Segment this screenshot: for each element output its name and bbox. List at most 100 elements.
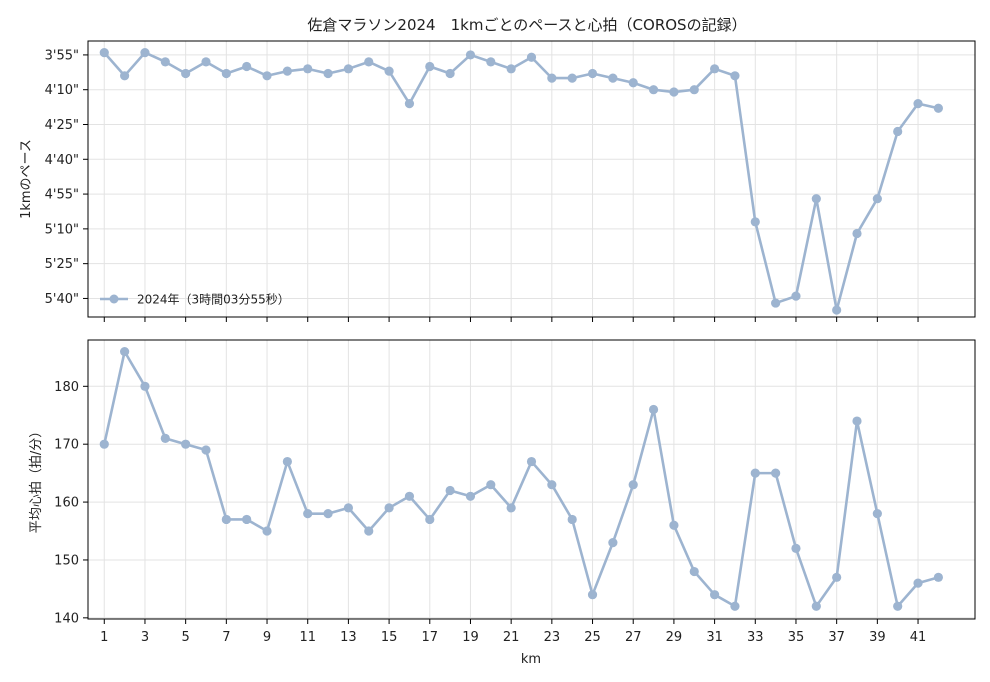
heart-rate-data-point xyxy=(933,572,943,582)
pace-data-point xyxy=(791,291,801,301)
x-tick-label: 35 xyxy=(788,630,805,645)
pace-data-point xyxy=(465,50,476,60)
pace-data-point xyxy=(140,48,150,58)
pace-data-point xyxy=(303,64,313,74)
pace-data-point xyxy=(201,57,211,67)
heart-rate-data-point xyxy=(404,491,415,501)
heart-rate-data-point xyxy=(669,520,679,530)
pace-data-point xyxy=(750,217,760,227)
x-tick-label: 21 xyxy=(503,630,520,645)
heart-rate-data-point xyxy=(689,566,699,577)
x-tick-label: 13 xyxy=(340,630,357,645)
pace-data-point xyxy=(262,71,272,81)
heart-rate-data-point xyxy=(201,445,211,455)
heart-rate-data-point xyxy=(852,416,862,426)
heart-rate-data-point xyxy=(587,590,598,600)
heart-rate-y-tick-label: 170 xyxy=(54,438,79,453)
pace-data-point xyxy=(526,52,537,62)
pace-data-point xyxy=(893,126,903,137)
x-tick-label: 9 xyxy=(263,630,271,645)
x-tick-label: 29 xyxy=(666,630,683,645)
x-tick-label: 19 xyxy=(462,630,479,645)
x-tick-label: 3 xyxy=(141,630,149,645)
pace-chart: 3'55" 4'10" 4'25" 4'40" 4'55" 5'10" 5'25" 5'40"… xyxy=(19,40,976,322)
heart-rate-data-point xyxy=(913,578,923,588)
pace-data-point xyxy=(648,85,659,95)
pace-y-tick-label: 4'55" xyxy=(45,188,79,203)
heart-rate-data-point xyxy=(465,491,476,501)
heart-rate-data-point xyxy=(811,601,821,611)
heart-rate-data-point xyxy=(710,590,720,600)
pace-data-point xyxy=(506,64,516,74)
pace-data-point xyxy=(872,194,882,204)
pace-data-point xyxy=(811,194,821,204)
pace-data-point xyxy=(913,99,923,109)
heart-rate-data-point xyxy=(750,468,760,478)
pace-data-point xyxy=(689,85,699,95)
pace-grid xyxy=(88,41,975,317)
pace-data-point xyxy=(587,68,598,79)
heart-rate-data-point xyxy=(99,439,109,449)
pace-y-tick-label: 4'25" xyxy=(45,118,79,133)
pace-data-point xyxy=(120,71,130,81)
pace-data-point xyxy=(160,57,170,67)
heart-rate-y-axis-label: 平均心拍（拍/分） xyxy=(29,425,44,533)
heart-rate-data-point xyxy=(547,480,557,490)
heart-rate-data-point xyxy=(486,480,496,490)
legend-marker-swatch xyxy=(109,294,119,304)
x-tick-label: 37 xyxy=(828,630,845,645)
heart-rate-data-point xyxy=(608,537,618,548)
pace-plot-frame xyxy=(87,40,976,318)
x-tick-label: 5 xyxy=(182,630,190,645)
pace-y-tick-label: 5'25" xyxy=(45,257,79,272)
heart-rate-data-point xyxy=(221,514,231,525)
pace-data-point xyxy=(425,61,435,72)
pace-data-point xyxy=(99,48,109,58)
x-tick-label: 11 xyxy=(299,630,316,645)
pace-y-tick-label: 5'10" xyxy=(45,222,79,237)
pace-data-point xyxy=(384,66,394,76)
pace-data-point xyxy=(242,61,252,72)
heart-rate-data-point xyxy=(323,509,333,519)
pace-data-point xyxy=(282,66,292,76)
heart-rate-data-point xyxy=(567,514,577,525)
pace-legend: 2024年（3時間03分55秒） xyxy=(100,293,290,307)
heart-rate-y-tick-label: 150 xyxy=(54,553,79,568)
heart-rate-data-point xyxy=(181,439,191,449)
heart-rate-data-point xyxy=(445,485,455,496)
heart-rate-data-point xyxy=(160,433,170,443)
heart-rate-data-point xyxy=(343,503,353,513)
pace-data-point xyxy=(832,305,842,315)
x-tick-label: 39 xyxy=(869,630,886,645)
pace-series xyxy=(99,48,943,315)
pace-data-point xyxy=(567,73,577,83)
pace-data-point xyxy=(445,68,455,79)
figure-title: 佐倉マラソン2024 1kmごとのペースと心拍（COROSの記録） xyxy=(307,16,746,34)
heart-rate-data-point xyxy=(140,381,150,391)
heart-rate-data-point xyxy=(262,526,272,536)
pace-data-point xyxy=(323,68,333,79)
pace-axis-ticks: 3'55" 4'10" 4'25" 4'40" 4'55" 5'10" 5'25" 5'40" xyxy=(45,48,919,322)
pace-data-point xyxy=(852,228,862,239)
heart-rate-grid xyxy=(88,340,975,619)
heart-rate-data-point xyxy=(364,526,374,536)
x-tick-label: 27 xyxy=(625,630,642,645)
heart-rate-data-point xyxy=(832,572,842,582)
heart-rate-data-point xyxy=(648,404,659,415)
heart-rate-series xyxy=(99,346,943,611)
heart-rate-data-point xyxy=(425,514,435,525)
heart-rate-y-tick-label: 180 xyxy=(54,380,79,395)
x-tick-label: 31 xyxy=(706,630,723,645)
heart-rate-data-point xyxy=(893,601,903,611)
pace-y-tick-label: 4'10" xyxy=(45,83,79,98)
pace-data-point xyxy=(608,73,618,83)
pace-y-tick-label: 5'40" xyxy=(45,292,79,307)
pace-data-point xyxy=(364,57,374,67)
pace-data-point xyxy=(343,64,353,74)
heart-rate-data-point xyxy=(282,456,292,467)
pace-data-point xyxy=(730,71,740,81)
heart-rate-plot-frame xyxy=(87,339,976,620)
heart-rate-data-point xyxy=(120,346,130,357)
